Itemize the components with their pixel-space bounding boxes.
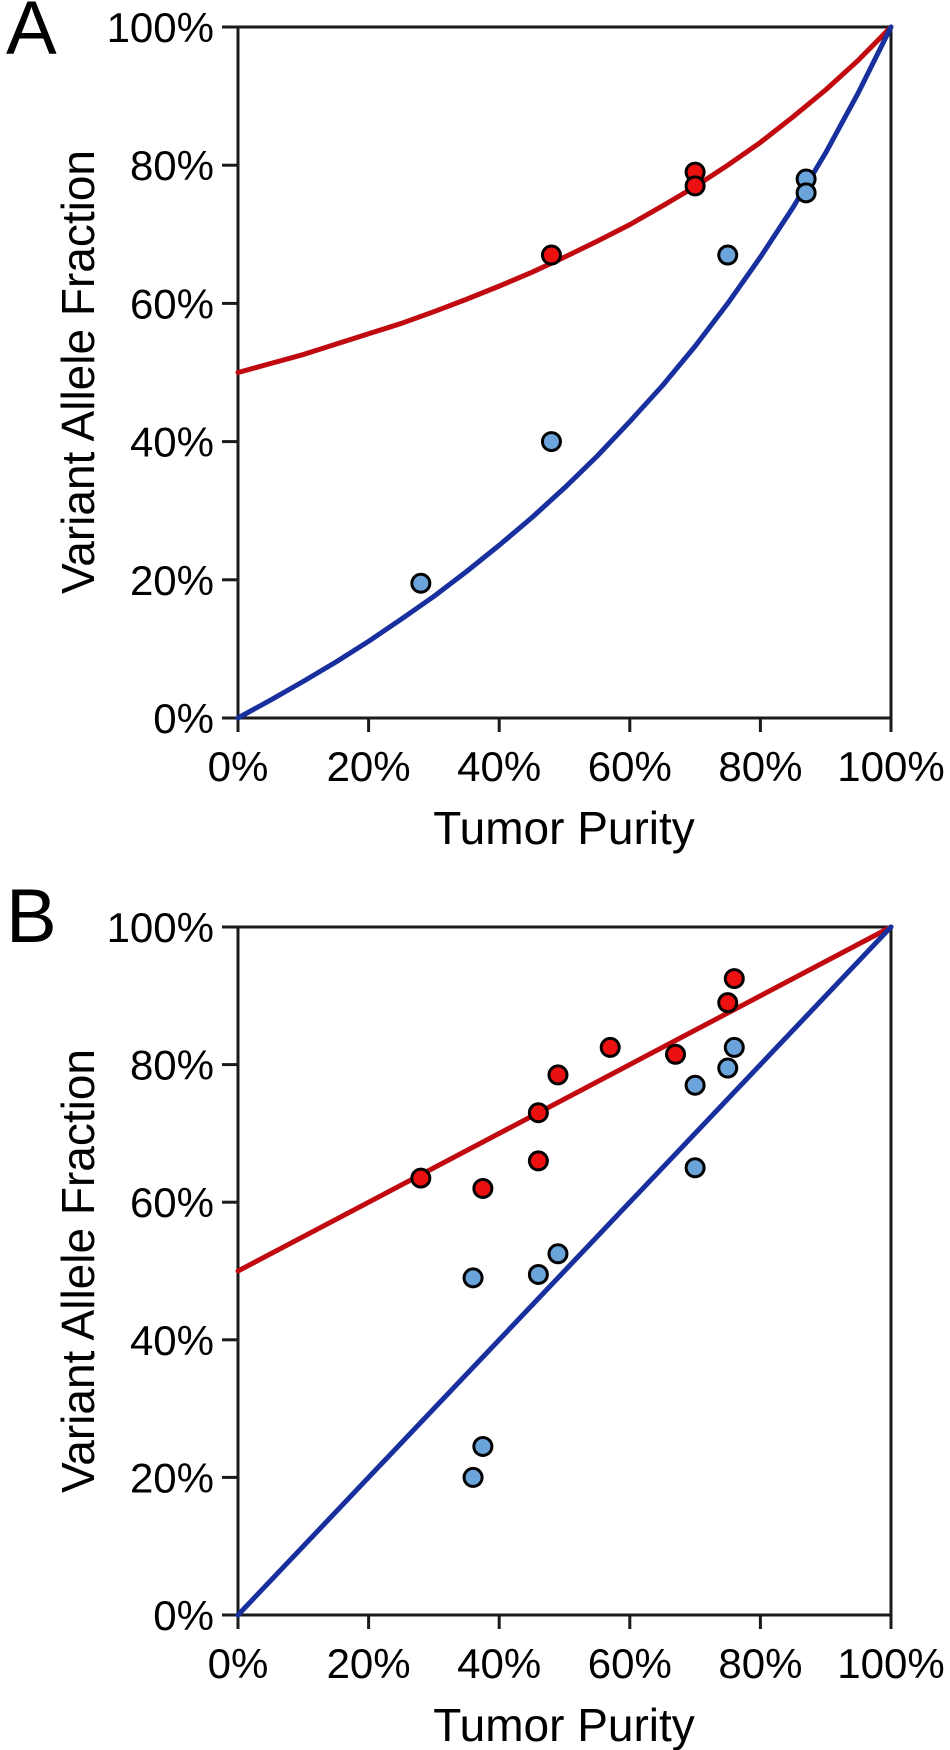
red-series-point [410, 1167, 432, 1189]
x-tick-label: 60% [588, 1640, 672, 1687]
panel-a-letter: A [6, 0, 57, 71]
y-tick-label: 100% [107, 904, 214, 951]
plot-border [236, 25, 893, 720]
x-tick-label: 0% [208, 743, 269, 790]
x-tick-label: 40% [457, 1640, 541, 1687]
x-tick-label: 80% [718, 1640, 802, 1687]
red-series-point [665, 1043, 687, 1065]
blue-series-point [717, 1057, 739, 1079]
panel-b-y-axis-title: Variant Allele Fraction [52, 1049, 104, 1493]
blue-curve [235, 924, 894, 1618]
red-series-point [540, 244, 562, 266]
y-tick-label: 100% [107, 4, 214, 51]
blue-series-point [717, 244, 739, 266]
panel-b-letter: B [6, 874, 57, 959]
y-tick-label: 60% [130, 1179, 214, 1226]
blue-series-point [410, 572, 432, 594]
blue-series-point [795, 182, 817, 204]
blue-series-point [723, 1036, 745, 1058]
y-tick-label: 60% [130, 280, 214, 327]
y-tick-label: 80% [130, 1042, 214, 1089]
red-series-point [684, 175, 706, 197]
red-series-point [547, 1064, 569, 1086]
red-series-point [472, 1177, 494, 1199]
x-tick-label: 60% [588, 743, 672, 790]
y-tick-label: 0% [153, 1592, 214, 1639]
panel-b-x-axis-title: Tumor Purity [433, 1699, 695, 1750]
blue-series-point [540, 431, 562, 453]
x-tick-label: 100% [837, 1640, 944, 1687]
blue-series-point [547, 1243, 569, 1265]
x-tick-label: 80% [718, 743, 802, 790]
y-tick-label: 20% [130, 557, 214, 604]
y-tick-label: 40% [130, 419, 214, 466]
y-tick-label: 20% [130, 1454, 214, 1501]
blue-series-point [527, 1263, 549, 1285]
red-series-point [527, 1102, 549, 1124]
red-curve [235, 24, 894, 375]
panel-a-y-axis-title: Variant Allele Fraction [52, 150, 104, 594]
x-tick-label: 20% [327, 743, 411, 790]
y-tick-label: 80% [130, 142, 214, 189]
x-tick-label: 100% [837, 743, 944, 790]
blue-series-point [684, 1074, 706, 1096]
red-series-point [723, 968, 745, 990]
blue-series-point [462, 1466, 484, 1488]
red-series-point [717, 992, 739, 1014]
blue-series-point [462, 1267, 484, 1289]
blue-series-point [472, 1435, 494, 1457]
red-series-point [599, 1036, 621, 1058]
panel-b-plot: 0% 20% 40% 60% 80% 100% 0% 20% 40% 60% 80% 100% [107, 904, 945, 1687]
blue-curve [235, 24, 894, 721]
y-tick-label: 40% [130, 1317, 214, 1364]
y-tick-label: 0% [153, 695, 214, 742]
red-series-point [527, 1150, 549, 1172]
x-tick-label: 40% [457, 743, 541, 790]
blue-series-point [684, 1157, 706, 1179]
panel-a-x-axis-title: Tumor Purity [433, 802, 695, 854]
x-tick-label: 0% [208, 1640, 269, 1687]
x-tick-label: 20% [327, 1640, 411, 1687]
red-curve [235, 924, 894, 1274]
panel-a-plot: 0% 20% 40% 60% 80% 100% 0% 20% 40% 60% 80% 100% [107, 4, 945, 790]
